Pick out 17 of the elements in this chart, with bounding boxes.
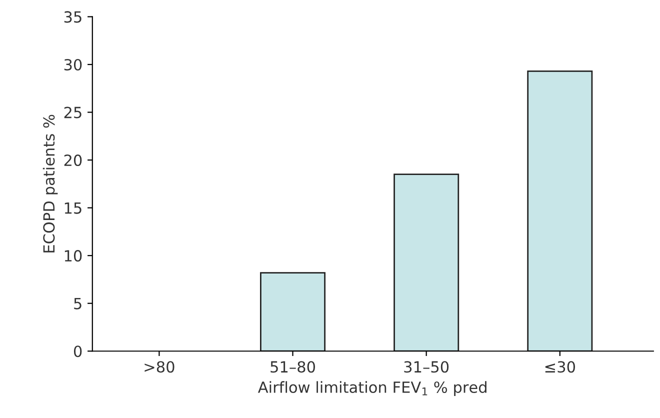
y-tick-label: 35 xyxy=(64,11,82,23)
y-tick-label: 30 xyxy=(64,58,82,71)
y-tick-label: 25 xyxy=(64,106,82,118)
x-axis-title: Airflow limitation FEV$_{1}$ % pred xyxy=(258,381,486,396)
x-tick-label: 31–50 xyxy=(404,361,449,373)
bar xyxy=(260,272,326,352)
y-tick-label: 10 xyxy=(64,250,82,262)
bar xyxy=(394,174,460,352)
x-tick-label: 51–80 xyxy=(270,361,315,373)
y-axis-title: ECOPD patients % xyxy=(42,114,58,252)
y-tick-label: 20 xyxy=(64,154,82,166)
y-tick-label: 0 xyxy=(74,346,82,358)
x-tick-label: ≤30 xyxy=(545,361,576,373)
y-tick-label: 15 xyxy=(64,202,82,214)
y-tick-label: 5 xyxy=(74,298,82,310)
x-tick-label: >80 xyxy=(144,361,174,373)
bar xyxy=(527,70,593,352)
